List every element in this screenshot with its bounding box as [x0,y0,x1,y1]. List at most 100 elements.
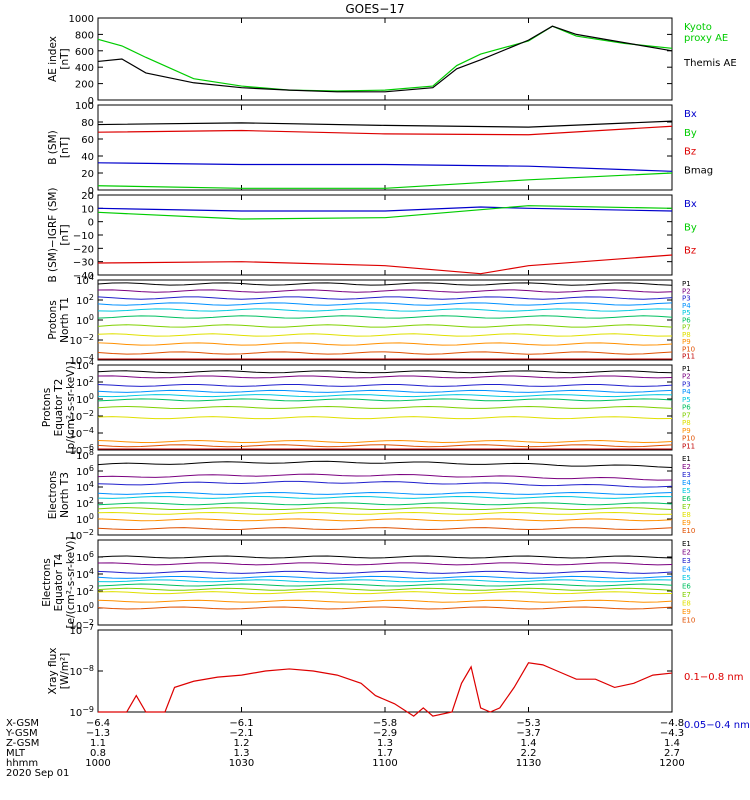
legend-entry: P8 [682,419,691,427]
x-row-value: 1130 [516,758,541,769]
panel-bsm: 0 20 40 60 80 100 B (SM) [nT] Bx By Bz Bmag [47,101,713,197]
y-axis-label-line: B (SM) [47,130,59,164]
legend-entry: P4 [682,388,691,396]
series-p10 [97,351,673,355]
series-themis-ae [97,25,673,93]
series-p2 [97,289,673,293]
panel-xray: 10−7 10−8 10−9 Xray flux [W/m²] 0.1−0.8 nm 0.0… [47,623,750,731]
y-axis-label-line: [nT] [59,48,71,69]
x-row-value: 1.1 [90,738,106,749]
legend-entry: E4 [682,566,691,574]
legend-entry: E1 [682,540,691,548]
x-row-label: MLT [6,748,26,759]
y-tick-label: 100 [76,512,94,526]
series-p5 [97,394,673,398]
series-e6 [97,502,673,506]
series-e4 [97,491,673,495]
series-e5 [97,495,673,499]
x-row-value: −2.9 [373,728,397,739]
legend-entry: E2 [682,549,691,557]
y-axis-label-line: [nT] [59,224,71,245]
legend: 0.1−0.8 nm 0.05−0.4 nm [684,672,750,731]
series-e9 [97,518,673,522]
series-p7 [97,324,673,328]
panel-frame [97,454,673,536]
x-row-label: Y-GSM [5,728,38,739]
legend-entry: P1 [682,280,691,288]
series-p2 [97,375,673,379]
legend-entry: E4 [682,479,691,487]
legend-entry: By [684,222,697,233]
legend-entry: E6 [682,583,691,591]
y-tick-label: −10 [73,231,94,242]
x-row-value: 1000 [85,758,110,769]
legend-entry: E8 [682,600,691,608]
legend-entry: Bz [684,246,696,257]
series-e3 [97,570,673,574]
x-row-value: 1100 [372,758,397,769]
legend-entry: P2 [682,287,691,295]
y-tick-label: 106 [76,464,94,478]
y-tick-label: 104 [76,273,94,287]
x-row-value: 1200 [659,758,684,769]
x-row-value: 1.4 [664,738,680,749]
series-e10 [97,606,673,610]
legend: Bx By Bz Bmag [684,109,713,176]
y-axis-label: Protons Equator T2 [p/(cm²-s-sr-keV)] [41,361,77,453]
y-axis-label: Protons North T1 [47,297,71,343]
x-row-label: Z-GSM [6,738,39,749]
x-row-value: −4.3 [660,728,684,739]
plot-title: GOES−17 [345,2,404,16]
legend-entry: E7 [682,591,691,599]
x-row-value: −3.7 [516,728,540,739]
y-tick-label: 10−7 [69,623,94,637]
legend-entry: Bz [684,147,696,158]
x-row-label: X-GSM [6,718,39,729]
legend-entry: 0.1−0.8 nm [684,672,743,683]
x-row-value: −5.8 [373,718,397,729]
x-row-value: 1.3 [234,748,250,759]
y-tick-label: 100 [76,392,94,406]
series-bz [97,125,673,136]
y-tick-label: 106 [76,550,94,564]
x-row-value: −6.4 [86,718,110,729]
y-tick-label: 10−8 [69,664,94,678]
series-e4 [97,575,673,579]
series-p6 [97,398,673,402]
legend-entry: E5 [682,487,691,495]
y-tick-label: 80 [81,118,94,129]
legend-entry: By [684,128,697,139]
series-p1 [97,282,673,286]
series-p9 [97,439,673,443]
series-e10 [97,527,673,531]
series-p4 [97,389,673,393]
series-bmag [97,120,673,128]
y-axis-label-line: Equator T4 [53,553,65,611]
y-axis-label-line: [p/(cm²-s-sr-keV)] [65,361,77,453]
y-tick-label: 20 [81,191,94,202]
y-axis-label-line: [nT] [59,137,71,158]
y-axis-label-line: [W/m²] [59,653,71,690]
y-axis-label-line: Xray flux [47,648,59,695]
legend-entry: P3 [682,380,691,388]
series-p3 [97,296,673,300]
legend-entry: E9 [682,519,691,527]
y-axis-label-line: AE index [47,36,59,82]
panel-frame [97,364,673,451]
panel-frame [97,279,673,361]
y-tick-label: 20 [81,169,94,180]
y-tick-label: 200 [75,80,94,91]
y-tick-label: 0 [88,218,94,229]
x-row-label: hhmm [6,758,38,769]
y-axis-label: B (SM)−IGRF (SM) [nT] [47,187,71,282]
y-tick-label: 104 [76,480,94,494]
y-axis-label: B (SM) [nT] [47,130,71,164]
series-e3 [97,480,673,488]
legend-entry: 0.05−0.4 nm [684,720,750,731]
